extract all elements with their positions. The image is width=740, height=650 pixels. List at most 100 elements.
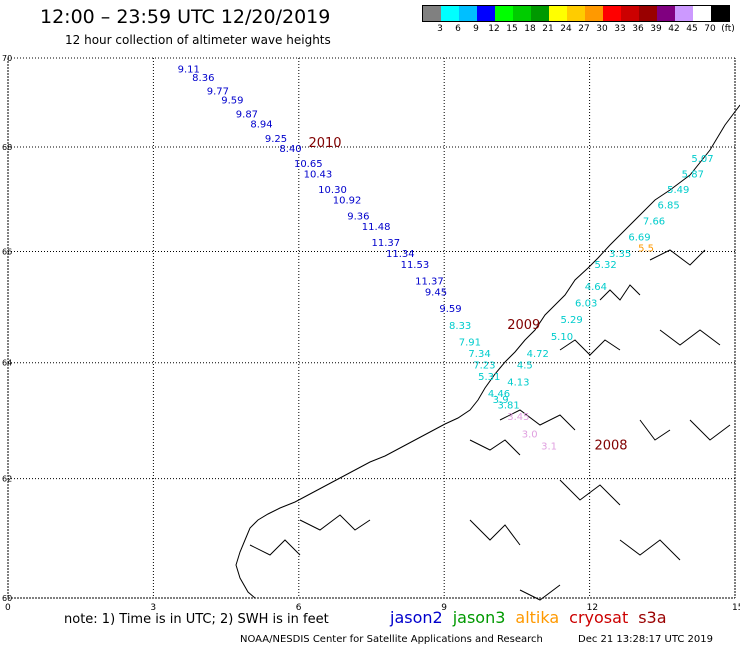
legend-label: 15 [506, 24, 518, 34]
legend-swatch [441, 6, 459, 21]
legend-label: 18 [524, 24, 536, 34]
legend-label: (ft) [721, 24, 735, 34]
coast-detail [499, 409, 576, 431]
legend-label: 30 [596, 24, 608, 34]
legend-swatch [513, 6, 531, 21]
wave-height-label: 3.0 [522, 430, 538, 441]
coast-detail [659, 329, 721, 346]
legend-label: 36 [632, 24, 644, 34]
lat-tick-label: 70 [2, 54, 12, 63]
legend-label: 21 [542, 24, 554, 34]
lon-tick-label: 12 [587, 603, 598, 613]
wave-height-label: 5.32 [594, 260, 616, 271]
legend-label: 9 [473, 24, 479, 34]
footer-note: note: 1) Time is in UTC; 2) SWH is in fe… [64, 612, 329, 627]
legend-swatch [657, 6, 675, 21]
legend-label: 3 [437, 24, 443, 34]
wave-height-label: 11.53 [401, 260, 430, 271]
wave-height-label: 8.40 [279, 144, 301, 155]
track-annotations: 2010 2009 2008 [308, 136, 627, 453]
legend-swatch [549, 6, 567, 21]
wave-height-label: 5.10 [551, 332, 573, 343]
plot-frame [7, 57, 736, 599]
wave-height-label: 8.33 [449, 321, 471, 332]
lat-tick-label: 64 [2, 359, 12, 368]
lon-tick-label: 9 [441, 603, 447, 613]
lon-tick-label: 6 [296, 603, 302, 613]
legend-swatch [675, 6, 693, 21]
wave-height-label: 4.72 [527, 349, 549, 360]
track-time-label: 2009 [507, 318, 540, 333]
coast-detail [519, 584, 561, 601]
wave-height-label: 6.85 [657, 201, 679, 212]
legend-label: 42 [668, 24, 680, 34]
satellite-legend-item: cryosat [569, 608, 629, 627]
lat-tick-label: 60 [2, 594, 12, 603]
legend-label: 39 [650, 24, 662, 34]
wave-height-label: 9.59 [221, 96, 243, 107]
coast-outline [235, 104, 740, 599]
wave-height-label: 9.59 [439, 304, 461, 315]
wave-height-label: 10.43 [304, 169, 333, 180]
wave-height-label: 5.5 [638, 244, 654, 255]
wave-height-label: 11.37 [372, 238, 401, 249]
legend-label: 27 [578, 24, 590, 34]
satellite-legend-item: jason3 [452, 608, 506, 627]
wave-height-label: 9.25 [265, 134, 287, 145]
lat-lon-grid [7, 57, 736, 599]
wave-height-label: 5.49 [667, 185, 689, 196]
legend-swatches [422, 5, 730, 22]
coast-detail [469, 439, 521, 456]
coast-detail [619, 539, 681, 561]
wave-height-label: 10.92 [333, 195, 362, 206]
wave-height-label: 3.9 [493, 395, 509, 406]
wave-height-label: 9.87 [236, 110, 258, 121]
wave-height-label: 4.13 [507, 378, 529, 389]
wave-height-label: 10.30 [318, 185, 347, 196]
wave-height-label: 9.36 [347, 211, 369, 222]
legend-swatch [567, 6, 585, 21]
coast-detail [599, 284, 641, 301]
legend-swatch [639, 6, 657, 21]
wave-height-label: 7.23 [473, 360, 495, 371]
satellite-legend-item: altika [515, 608, 560, 627]
legend-swatch [477, 6, 495, 21]
legend-label: 6 [455, 24, 461, 34]
lat-tick-label: 68 [2, 143, 12, 152]
track-time-label: 2010 [308, 136, 341, 151]
wave-height-label: 5.31 [478, 372, 500, 383]
legend-swatch [621, 6, 639, 21]
wave-height-label: 7.34 [468, 349, 490, 360]
wave-height-label: 5.87 [682, 169, 704, 180]
satellite-legend-item: jason2 [390, 608, 443, 627]
wave-height-label: 7.66 [643, 217, 665, 228]
wave-height-label: 8.36 [192, 73, 214, 84]
wave-height-label: 5.29 [561, 315, 583, 326]
legend-swatch [459, 6, 477, 21]
wave-height-label: 11.34 [386, 249, 415, 260]
legend-label: 33 [614, 24, 626, 34]
lon-tick-label: 0 [5, 603, 11, 613]
legend-swatch [423, 6, 441, 21]
wave-height-label: 3.35 [609, 249, 631, 260]
wave-height-label: 9.45 [425, 287, 447, 298]
wave-height-label: 4.46 [488, 389, 510, 400]
legend-swatch [603, 6, 621, 21]
wave-height-label: 5.07 [691, 154, 713, 165]
coast-detail [469, 519, 521, 546]
lat-tick-label: 62 [2, 475, 12, 484]
legend-swatch [531, 6, 549, 21]
wave-height-label: 11.37 [415, 276, 444, 287]
wave-height-label: 3.45 [507, 412, 529, 423]
wave-height-label: 10.65 [294, 159, 323, 170]
lon-tick-label: 15 [732, 603, 740, 613]
wave-height-label: 4.5 [517, 360, 533, 371]
wave-height-label: 4.64 [585, 282, 607, 293]
track-time-label: 2008 [594, 438, 627, 453]
wave-height-readings: 9.118.369.779.599.878.949.258.4010.6510.… [178, 65, 714, 453]
coast-detail [249, 539, 301, 556]
wave-height-label: 9.11 [178, 65, 200, 76]
wave-height-label: 9.77 [207, 86, 229, 97]
lat-tick-label: 66 [2, 248, 12, 257]
